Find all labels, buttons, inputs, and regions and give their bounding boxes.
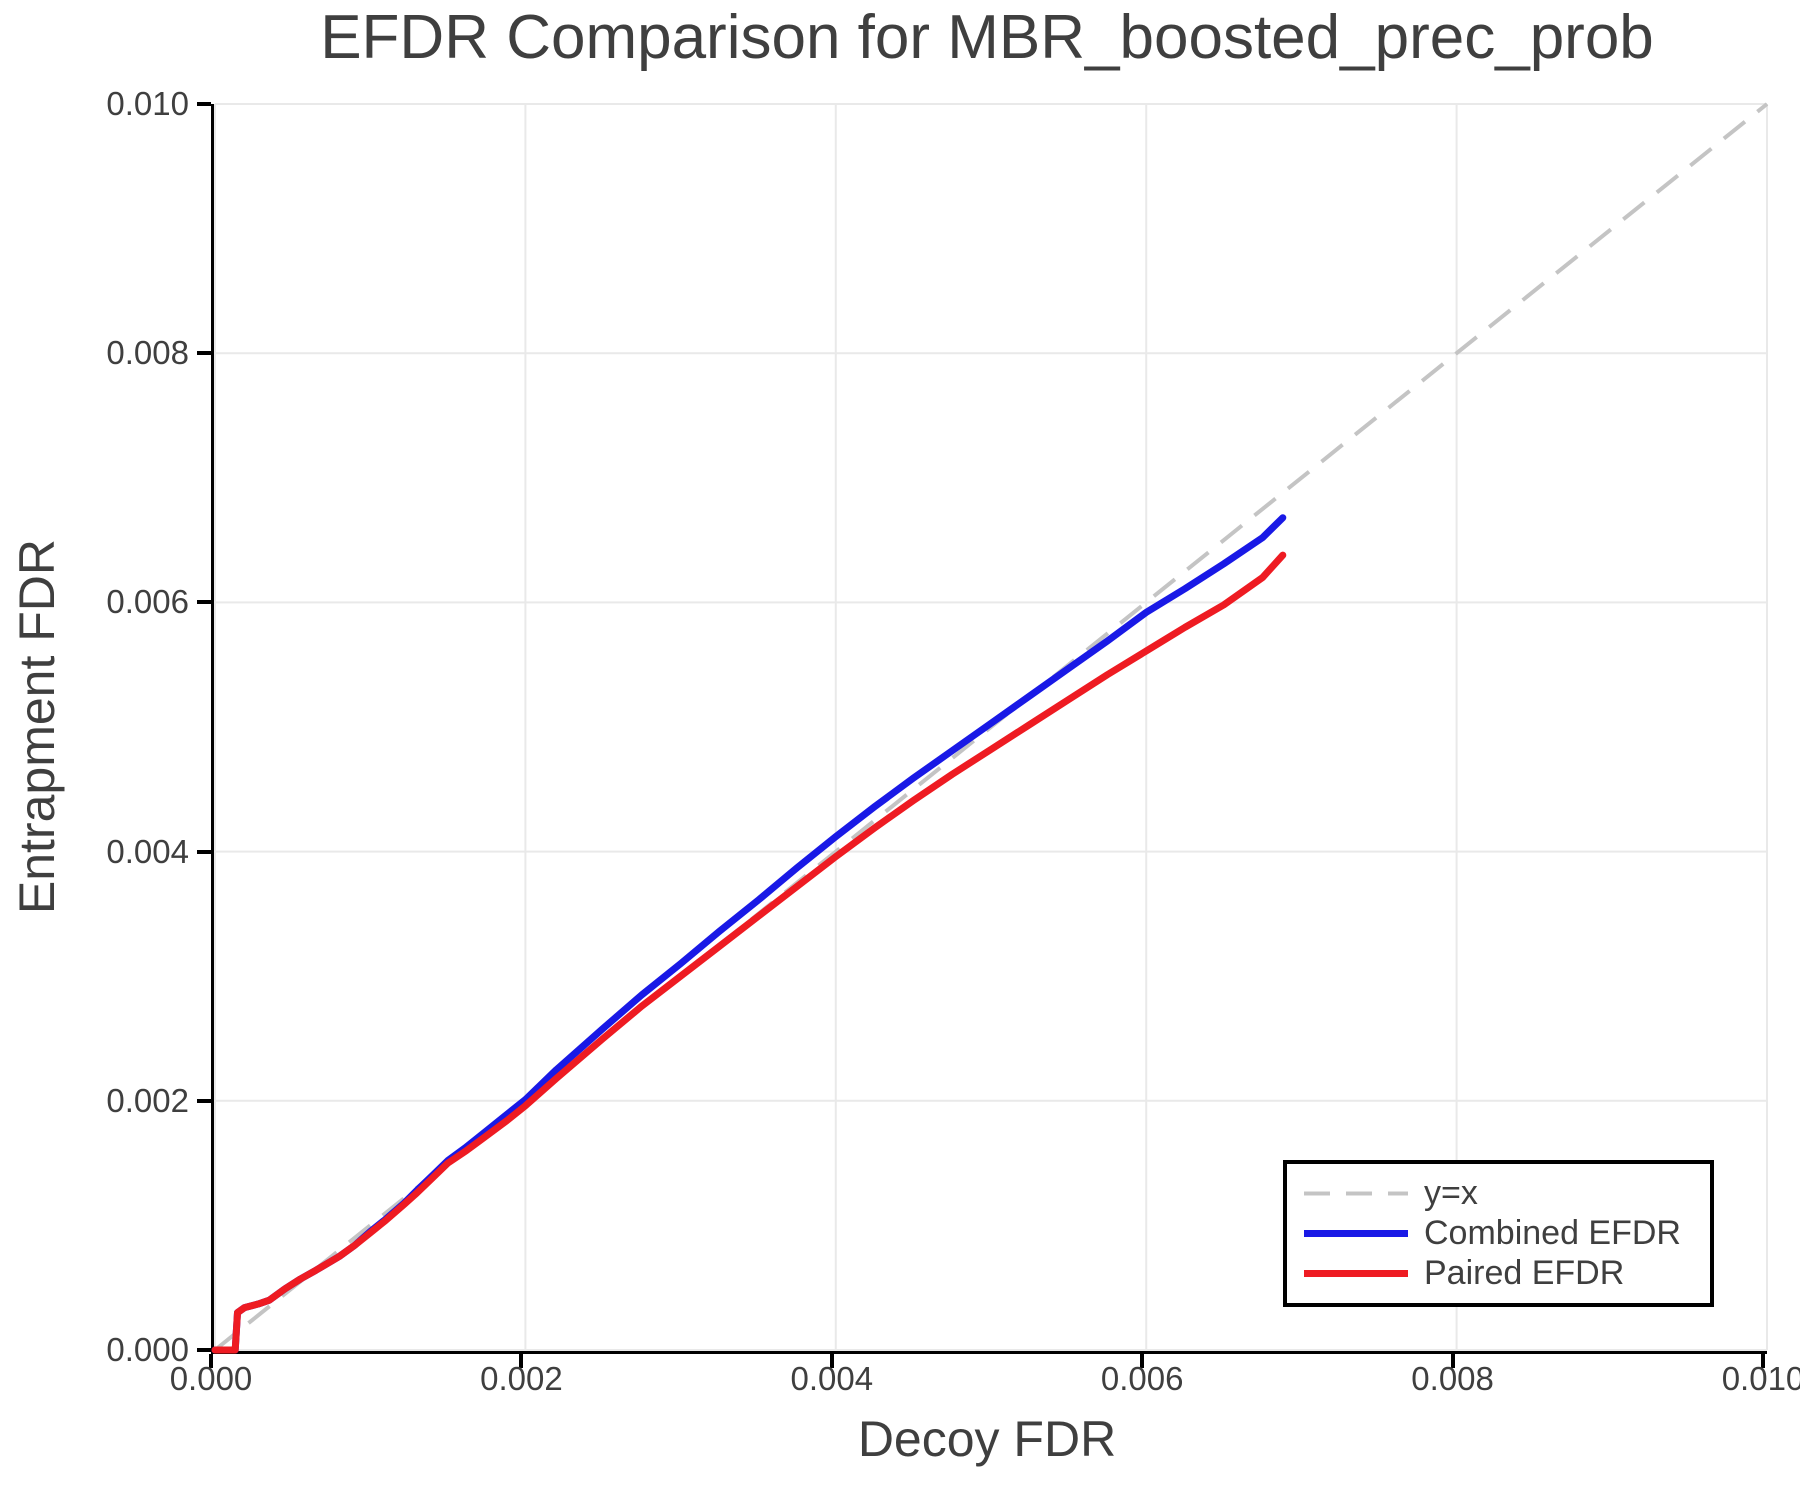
series-line-paired-efdr [211, 551, 1287, 1354]
legend-row-paired: Paired EFDR [1302, 1254, 1710, 1292]
y-tick-label: 0.008 [106, 334, 189, 372]
x-tick [209, 1354, 213, 1368]
x-tick-label: 0.010 [1721, 1360, 1800, 1397]
x-tick [1450, 1354, 1455, 1368]
y-tick [197, 600, 211, 605]
y-axis-label: Entrapment FDR [8, 104, 66, 1350]
y-axis-label-text: Entrapment FDR [9, 539, 65, 915]
plot-canvas [211, 102, 1769, 1354]
y-tick [197, 1098, 211, 1103]
chart-title: EFDR Comparison for MBR_boosted_prec_pro… [320, 3, 1654, 72]
x-tick-label: 0.004 [790, 1360, 874, 1397]
y-tick-label: 0.004 [106, 832, 189, 870]
dashed-line-swatch [1304, 1191, 1408, 1196]
legend-row-combined: Combined EFDR [1302, 1214, 1710, 1252]
x-tick [829, 1354, 834, 1368]
y-tick-label: 0.006 [106, 583, 189, 621]
y-tick-label: 0.002 [106, 1081, 189, 1119]
y-tick [197, 351, 211, 356]
y-tick [197, 849, 211, 854]
x-tick-label: 0.008 [1411, 1360, 1494, 1397]
legend-label: y=x [1424, 1174, 1478, 1212]
blue-line-swatch [1304, 1230, 1408, 1237]
x-tick [1761, 1354, 1765, 1368]
legend-row-yx: y=x [1302, 1174, 1710, 1212]
y-tick [197, 1348, 211, 1352]
legend-label: Combined EFDR [1424, 1214, 1681, 1252]
red-line-swatch [1304, 1270, 1408, 1277]
legend-label: Paired EFDR [1424, 1254, 1625, 1292]
y-tick-label: 0.010 [106, 85, 189, 122]
x-tick-label: 0.000 [169, 1360, 253, 1397]
x-tick-label: 0.002 [480, 1360, 563, 1397]
plot-area [211, 102, 1769, 1354]
x-tick [1140, 1354, 1145, 1368]
y-tick [197, 102, 211, 106]
x-tick [519, 1354, 524, 1368]
x-axis-label: Decoy FDR [857, 1411, 1117, 1467]
x-tick-label: 0.006 [1100, 1360, 1184, 1397]
legend: y=x Combined EFDR Paired EFDR [1283, 1160, 1714, 1307]
y-tick-label: 0.000 [106, 1331, 189, 1368]
